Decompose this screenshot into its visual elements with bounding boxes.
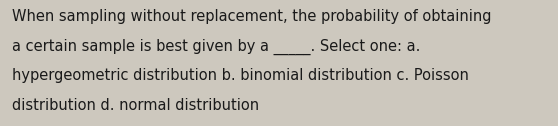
- Text: When sampling without replacement, the probability of obtaining: When sampling without replacement, the p…: [12, 9, 492, 24]
- Text: hypergeometric distribution b. binomial distribution c. Poisson: hypergeometric distribution b. binomial …: [12, 68, 469, 83]
- Text: a certain sample is best given by a _____. Select one: a.: a certain sample is best given by a ____…: [12, 38, 421, 55]
- Text: distribution d. normal distribution: distribution d. normal distribution: [12, 98, 259, 113]
